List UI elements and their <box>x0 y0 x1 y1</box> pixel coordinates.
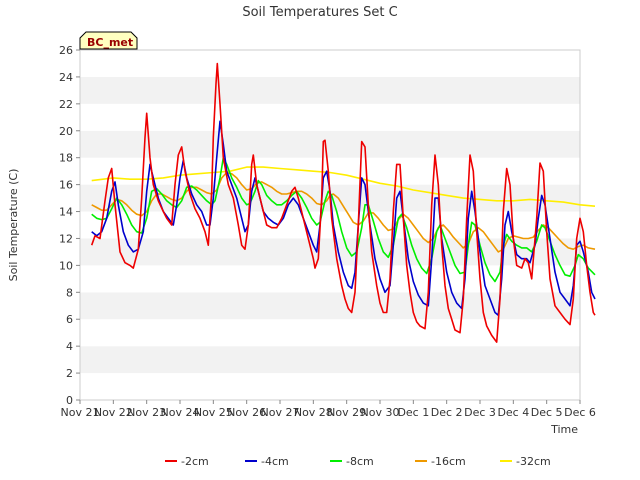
series-line-4cm <box>91 120 596 316</box>
plot-area <box>79 49 581 401</box>
y-tick-label: 12 <box>59 232 73 245</box>
x-axis-label: Time <box>550 423 578 436</box>
grid-band <box>80 130 580 158</box>
y-tick-label: 4 <box>66 340 73 353</box>
grid-band <box>80 211 580 239</box>
y-tick-label: 10 <box>59 259 73 272</box>
series-lines <box>90 62 596 343</box>
legend-label: -32cm <box>516 455 551 468</box>
x-tick-label: Nov 30 <box>361 406 400 419</box>
grid-band <box>80 157 580 185</box>
grid-band <box>80 373 580 400</box>
site-badge: BC_met <box>79 31 138 50</box>
legend-label: -16cm <box>431 455 466 468</box>
chart-title: Soil Temperatures Set C <box>242 5 397 20</box>
y-tick-label: 8 <box>66 286 73 299</box>
x-tick-label: Nov 25 <box>194 406 233 419</box>
y-tick-label: 20 <box>59 125 73 138</box>
series-line-8cm <box>91 156 596 283</box>
x-tick-label: Dec 3 <box>464 406 496 419</box>
y-tick-label: 16 <box>59 179 73 192</box>
grid-band <box>80 346 580 374</box>
x-tick-label: Dec 1 <box>397 406 429 419</box>
y-tick-label: 0 <box>66 394 73 407</box>
grid-band <box>80 292 580 320</box>
x-tick-label: Nov 26 <box>227 406 266 419</box>
y-tick-label: 6 <box>66 313 73 326</box>
grid-band <box>80 238 580 266</box>
x-tick-label: Nov 28 <box>294 406 333 419</box>
x-tick-label: Nov 29 <box>327 406 366 419</box>
legend-label: -4cm <box>261 455 289 468</box>
x-tick-label: Dec 4 <box>497 406 529 419</box>
series-line-2cm <box>90 62 596 343</box>
y-tick-label: 22 <box>59 98 73 111</box>
legend-label: -2cm <box>181 455 209 468</box>
x-tick-label: Nov 23 <box>127 406 166 419</box>
grid-band <box>80 103 580 131</box>
site-badge-label: BC_met <box>87 36 133 49</box>
legend-label: -8cm <box>346 455 374 468</box>
y-axis-label: Soil Temperature (C) <box>7 169 20 282</box>
x-tick-label: Dec 2 <box>431 406 463 419</box>
y-tick-label: 24 <box>59 71 73 84</box>
y-tick-label: 14 <box>59 206 73 219</box>
x-tick-label: Nov 24 <box>161 406 200 419</box>
x-tick-label: Nov 22 <box>94 406 133 419</box>
y-tick-label: 18 <box>59 152 73 165</box>
legend: -2cm -4cm -8cm -16cm -32cm <box>165 455 551 468</box>
x-tick-label: Nov 27 <box>261 406 300 419</box>
plot-background-bands <box>80 50 580 400</box>
y-tick-label: 2 <box>66 367 73 380</box>
x-tick-label: Dec 5 <box>531 406 563 419</box>
grid-band <box>80 265 580 293</box>
grid-band <box>80 319 580 347</box>
x-tick-label: Dec 6 <box>564 406 596 419</box>
x-tick-label: Nov 21 <box>61 406 100 419</box>
y-tick-label: 26 <box>59 44 73 57</box>
grid-band <box>80 50 580 77</box>
grid-band <box>80 76 580 104</box>
